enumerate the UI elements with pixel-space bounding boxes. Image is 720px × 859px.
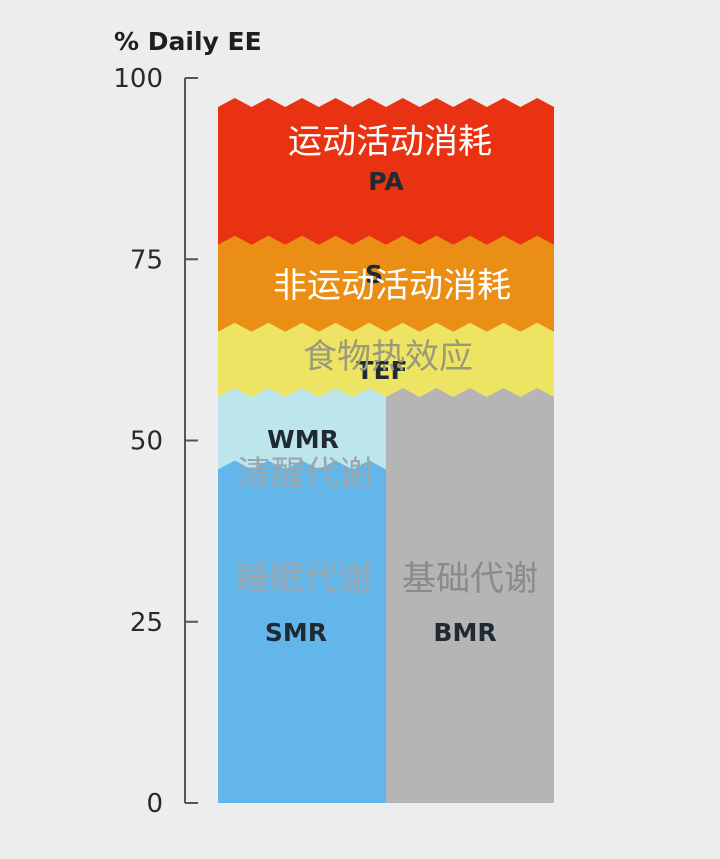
label-pa-en: PA	[368, 167, 404, 196]
label-pa-zh: 运动活动消耗	[288, 122, 492, 162]
label-wmr-zh: 清醒代谢	[237, 454, 373, 494]
layer-neat	[218, 235, 554, 332]
label-smr-zh: 睡眠代谢	[236, 559, 372, 599]
label-wmr-en: WMR	[267, 425, 339, 454]
layer-pa	[218, 98, 554, 245]
y-axis-title: % Daily EE	[114, 27, 262, 56]
label-neat-en: S	[365, 260, 383, 289]
y-tick-label: 0	[146, 789, 163, 819]
y-tick-label: 100	[113, 64, 163, 94]
label-neat-zh: 非运动活动消耗	[273, 266, 511, 306]
layer-tef	[218, 322, 554, 397]
y-tick-label: 50	[130, 427, 163, 457]
layer-bmr	[386, 388, 554, 803]
label-tef-zh: 食物热效应	[303, 337, 473, 377]
label-bmr-en: BMR	[433, 618, 496, 647]
label-tef-en: TEF	[356, 356, 407, 385]
layer-smr	[218, 460, 386, 803]
layer-wmr	[218, 388, 386, 470]
label-bmr-zh: 基础代谢	[402, 559, 538, 599]
label-smr-en: SMR	[265, 618, 327, 647]
y-tick-label: 25	[130, 608, 163, 638]
y-tick-label: 75	[130, 245, 163, 275]
